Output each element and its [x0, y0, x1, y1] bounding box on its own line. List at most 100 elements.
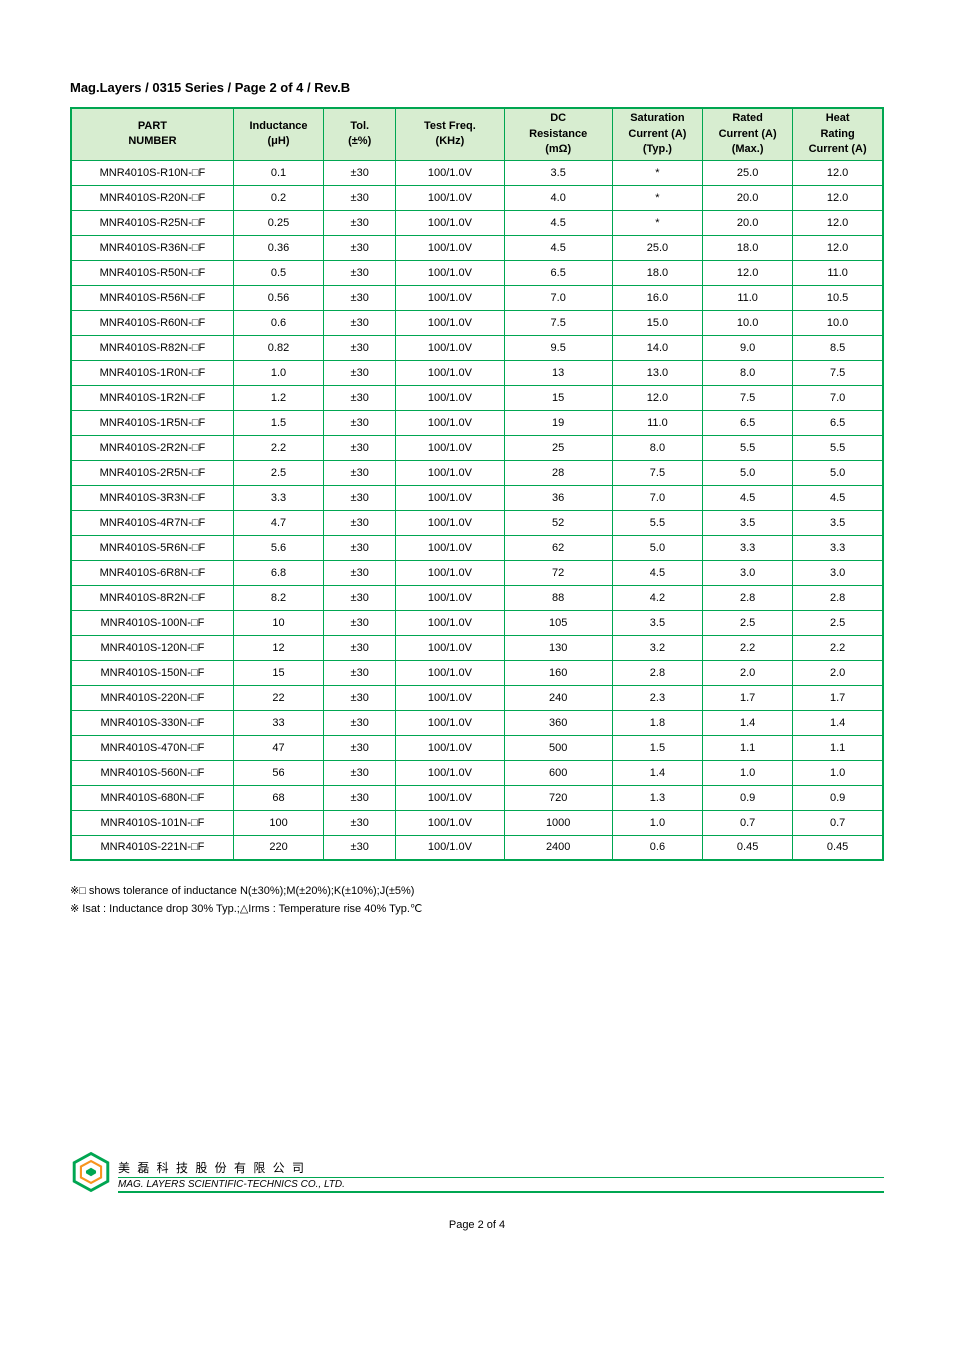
table-cell: ±30	[324, 210, 396, 235]
table-cell: ±30	[324, 435, 396, 460]
table-cell: 105	[504, 610, 612, 635]
table-cell: *	[612, 160, 702, 185]
table-row: MNR4010S-120N-□F12±30100/1.0V1303.22.22.…	[71, 635, 883, 660]
table-cell: 20.0	[703, 185, 793, 210]
table-cell: 16.0	[612, 285, 702, 310]
table-cell: ±30	[324, 360, 396, 385]
table-cell: ±30	[324, 685, 396, 710]
table-cell: MNR4010S-2R2N-□F	[71, 435, 233, 460]
table-cell: 4.5	[703, 485, 793, 510]
table-cell: 100/1.0V	[396, 735, 504, 760]
table-cell: 28	[504, 460, 612, 485]
table-cell: 7.5	[793, 360, 883, 385]
table-cell: 8.0	[703, 360, 793, 385]
table-cell: 4.5	[504, 235, 612, 260]
table-cell: 1.0	[612, 810, 702, 835]
table-cell: ±30	[324, 510, 396, 535]
table-cell: 100/1.0V	[396, 560, 504, 585]
table-cell: ±30	[324, 385, 396, 410]
table-cell: 4.5	[793, 485, 883, 510]
table-cell: MNR4010S-R60N-□F	[71, 310, 233, 335]
table-cell: 2.2	[793, 635, 883, 660]
table-cell: 2.8	[793, 585, 883, 610]
table-row: MNR4010S-R25N-□F0.25±30100/1.0V4.5*20.01…	[71, 210, 883, 235]
table-row: MNR4010S-1R0N-□F1.0±30100/1.0V1313.08.07…	[71, 360, 883, 385]
table-cell: MNR4010S-221N-□F	[71, 835, 233, 860]
table-cell: 5.5	[703, 435, 793, 460]
table-cell: MNR4010S-1R0N-□F	[71, 360, 233, 385]
table-cell: 2.0	[793, 660, 883, 685]
table-cell: 3.0	[793, 560, 883, 585]
table-cell: 0.7	[793, 810, 883, 835]
table-cell: 12.0	[703, 260, 793, 285]
table-cell: MNR4010S-6R8N-□F	[71, 560, 233, 585]
table-cell: ±30	[324, 810, 396, 835]
company-logo-icon	[70, 1151, 112, 1193]
table-cell: 100/1.0V	[396, 360, 504, 385]
table-cell: 3.3	[793, 535, 883, 560]
table-cell: ±30	[324, 735, 396, 760]
table-cell: 7.5	[703, 385, 793, 410]
table-cell: MNR4010S-120N-□F	[71, 635, 233, 660]
table-row: MNR4010S-R36N-□F0.36±30100/1.0V4.525.018…	[71, 235, 883, 260]
table-cell: 10.0	[703, 310, 793, 335]
table-cell: 100/1.0V	[396, 385, 504, 410]
table-cell: 1000	[504, 810, 612, 835]
table-cell: 62	[504, 535, 612, 560]
table-cell: 9.5	[504, 335, 612, 360]
table-cell: 15	[233, 660, 323, 685]
table-cell: 13	[504, 360, 612, 385]
table-cell: 0.45	[793, 835, 883, 860]
column-header: HeatRatingCurrent (A)	[793, 108, 883, 160]
table-row: MNR4010S-R60N-□F0.6±30100/1.0V7.515.010.…	[71, 310, 883, 335]
table-cell: MNR4010S-R25N-□F	[71, 210, 233, 235]
table-cell: 5.0	[793, 460, 883, 485]
table-cell: ±30	[324, 585, 396, 610]
table-cell: 0.56	[233, 285, 323, 310]
table-cell: MNR4010S-5R6N-□F	[71, 535, 233, 560]
column-header: PARTNUMBER	[71, 108, 233, 160]
table-cell: 4.5	[504, 210, 612, 235]
table-cell: 47	[233, 735, 323, 760]
column-header: RatedCurrent (A)(Max.)	[703, 108, 793, 160]
table-cell: 1.0	[703, 760, 793, 785]
table-cell: 12	[233, 635, 323, 660]
column-header: Test Freq.(KHz)	[396, 108, 504, 160]
table-cell: 160	[504, 660, 612, 685]
table-cell: MNR4010S-330N-□F	[71, 710, 233, 735]
table-cell: 0.2	[233, 185, 323, 210]
table-cell: 1.5	[233, 410, 323, 435]
table-cell: MNR4010S-680N-□F	[71, 785, 233, 810]
table-cell: 100/1.0V	[396, 260, 504, 285]
table-cell: 3.5	[703, 510, 793, 535]
table-cell: ±30	[324, 485, 396, 510]
table-cell: 130	[504, 635, 612, 660]
table-cell: 240	[504, 685, 612, 710]
table-row: MNR4010S-5R6N-□F5.6±30100/1.0V625.03.33.…	[71, 535, 883, 560]
table-row: MNR4010S-2R5N-□F2.5±30100/1.0V287.55.05.…	[71, 460, 883, 485]
table-cell: 12.0	[612, 385, 702, 410]
table-cell: 100/1.0V	[396, 685, 504, 710]
table-row: MNR4010S-R56N-□F0.56±30100/1.0V7.016.011…	[71, 285, 883, 310]
table-cell: MNR4010S-220N-□F	[71, 685, 233, 710]
table-cell: ±30	[324, 835, 396, 860]
company-name-en: MAG. LAYERS SCIENTIFIC-TECHNICS CO., LTD…	[118, 1177, 884, 1193]
table-cell: 25	[504, 435, 612, 460]
column-header: Inductance(μH)	[233, 108, 323, 160]
table-cell: 100/1.0V	[396, 760, 504, 785]
table-cell: 2.8	[703, 585, 793, 610]
table-cell: ±30	[324, 260, 396, 285]
table-cell: 52	[504, 510, 612, 535]
page-footer: 美 磊 科 技 股 份 有 限 公 司 MAG. LAYERS SCIENTIF…	[70, 1151, 884, 1231]
table-cell: 0.36	[233, 235, 323, 260]
table-cell: 100/1.0V	[396, 235, 504, 260]
table-cell: 68	[233, 785, 323, 810]
table-cell: 20.0	[703, 210, 793, 235]
table-cell: 0.6	[612, 835, 702, 860]
table-cell: 0.1	[233, 160, 323, 185]
table-cell: 100/1.0V	[396, 460, 504, 485]
table-cell: *	[612, 210, 702, 235]
table-cell: 25.0	[703, 160, 793, 185]
table-cell: ±30	[324, 660, 396, 685]
table-cell: 10.0	[793, 310, 883, 335]
